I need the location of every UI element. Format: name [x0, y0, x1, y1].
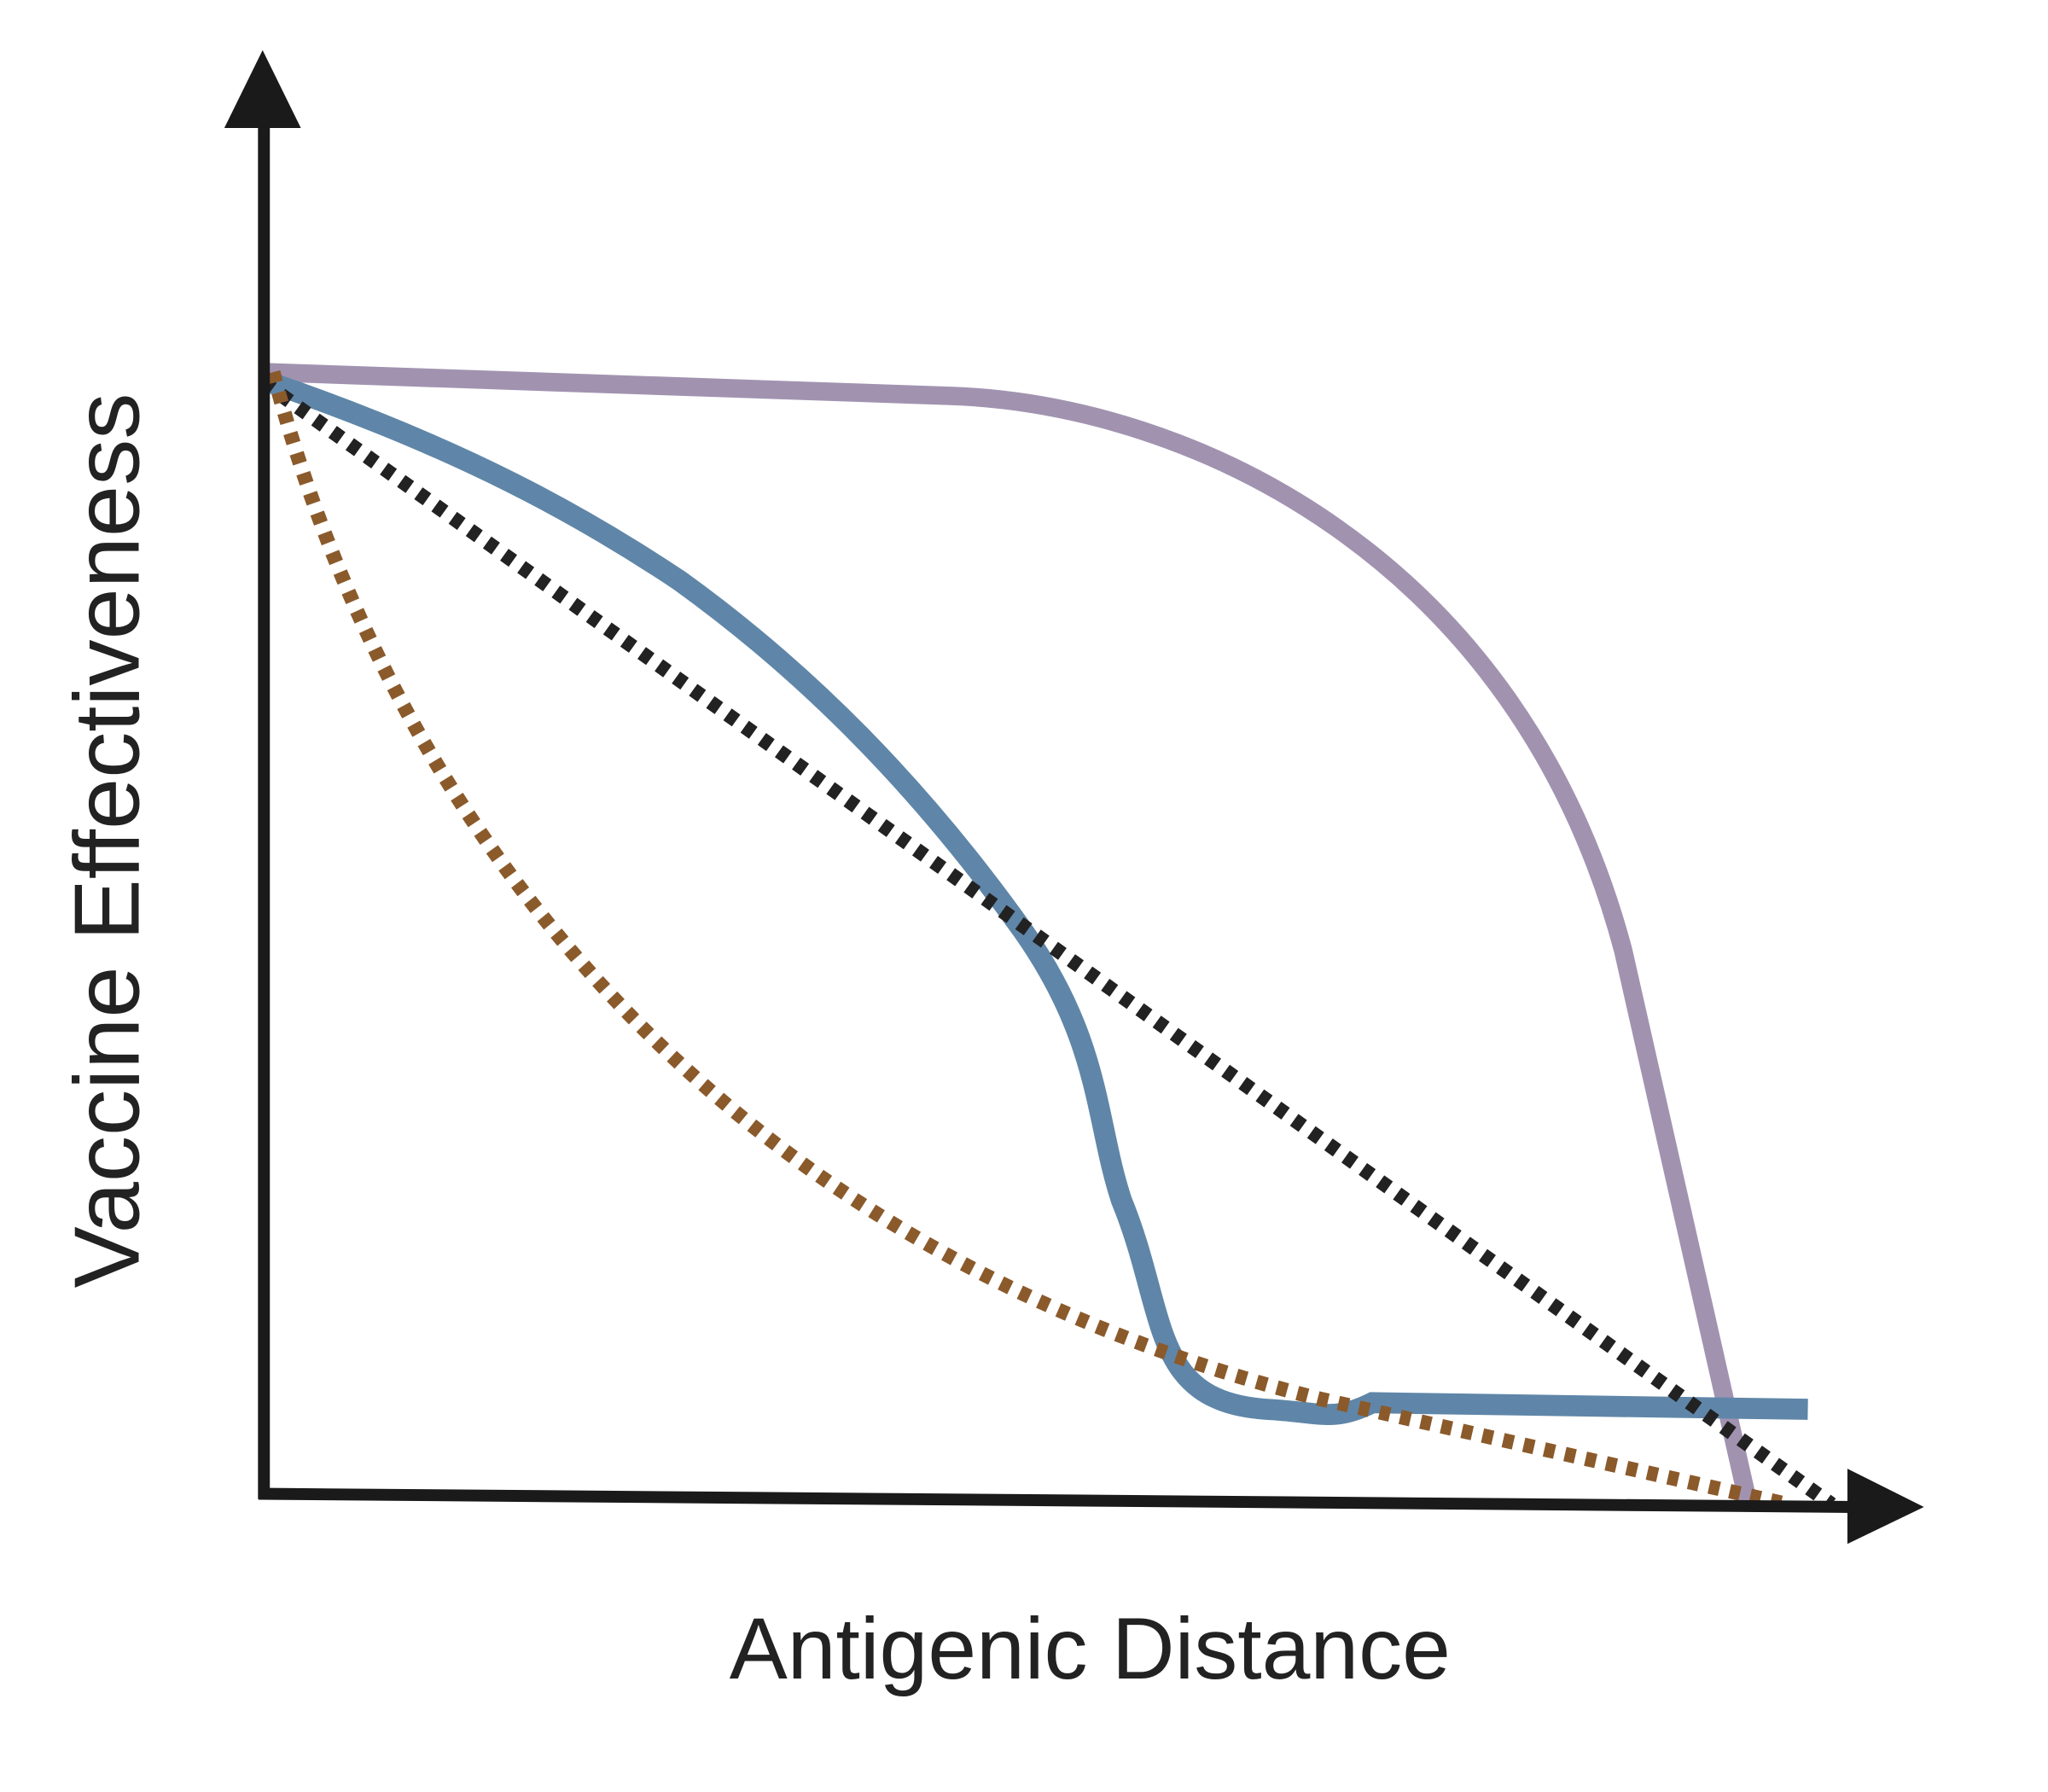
x-axis — [259, 1487, 1854, 1513]
y-axis-arrow — [224, 49, 301, 128]
curve-blue — [266, 372, 1808, 1425]
x-axis-label: Antigenic Distance — [730, 1600, 1451, 1697]
curve-purple — [263, 363, 1758, 1507]
curve-black-dotted — [259, 376, 1836, 1510]
x-axis-arrow — [1847, 1469, 1924, 1545]
y-axis-label: Vaccine Effectiveness — [55, 393, 158, 1289]
curve-brown-dotted — [265, 369, 1790, 1512]
